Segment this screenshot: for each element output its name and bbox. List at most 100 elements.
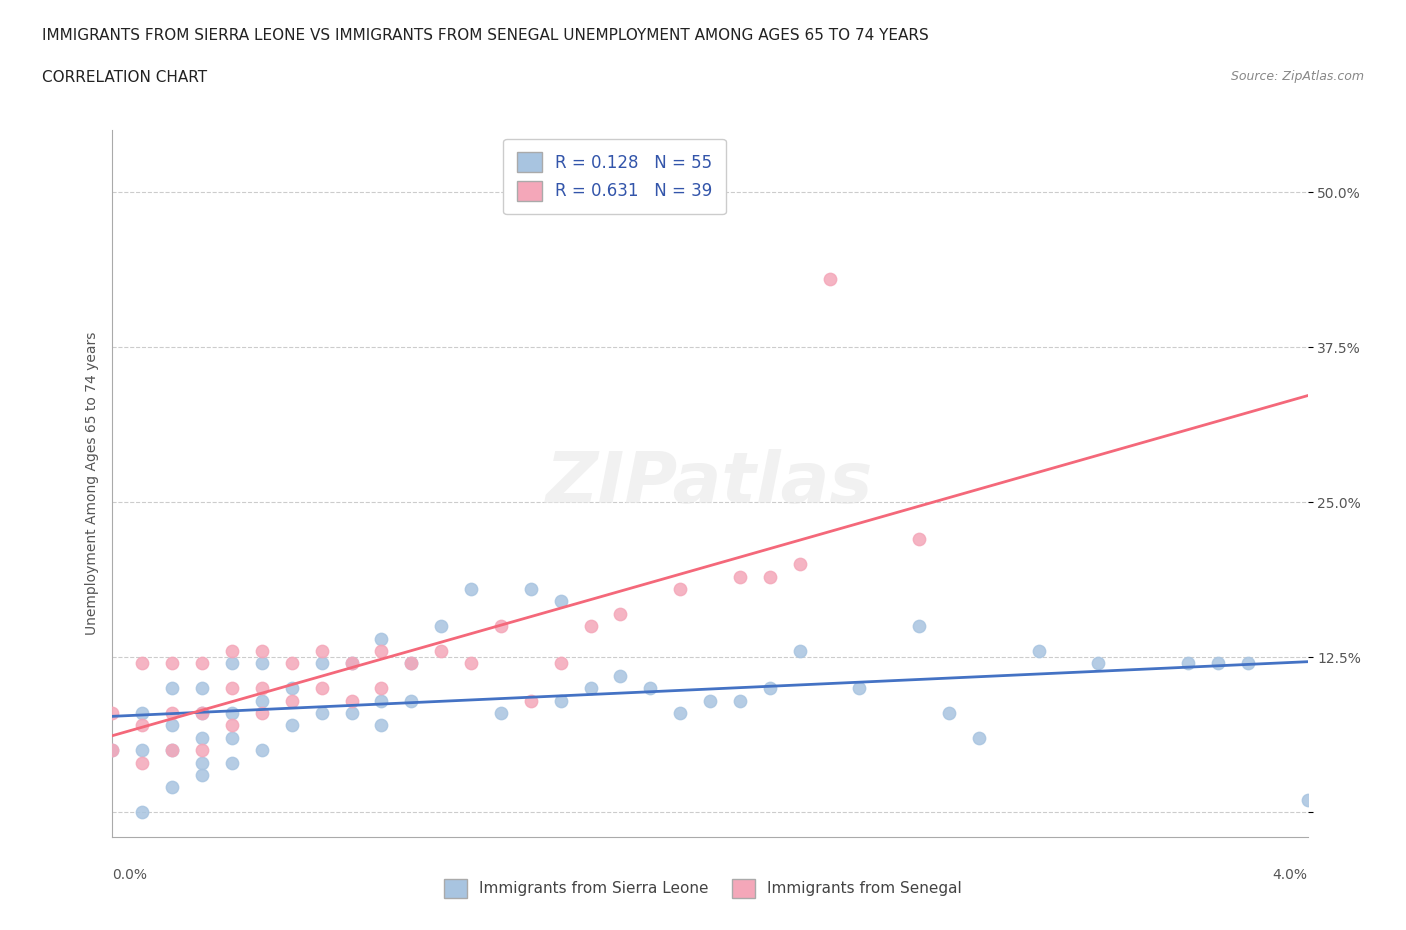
Legend: R = 0.128   N = 55, R = 0.631   N = 39: R = 0.128 N = 55, R = 0.631 N = 39 <box>503 139 725 214</box>
Point <box>370 644 392 658</box>
Point <box>430 644 453 658</box>
Point <box>1177 656 1199 671</box>
Point <box>131 804 153 819</box>
Point <box>550 693 572 708</box>
Point <box>131 656 153 671</box>
Point <box>250 656 273 671</box>
Point <box>191 730 214 745</box>
Point <box>281 718 304 733</box>
Point <box>311 706 333 721</box>
Point <box>131 706 153 721</box>
Point <box>550 594 572 609</box>
Point <box>340 706 363 721</box>
Point <box>370 631 392 646</box>
Point <box>191 767 214 782</box>
Point <box>221 656 243 671</box>
Point <box>579 681 602 696</box>
Text: ZIPatlas: ZIPatlas <box>547 449 873 518</box>
Point <box>967 730 990 745</box>
Point <box>162 718 183 733</box>
Point <box>609 606 631 621</box>
Point <box>221 644 243 658</box>
Point <box>162 656 183 671</box>
Point <box>250 681 273 696</box>
Point <box>131 718 153 733</box>
Point <box>370 718 392 733</box>
Point <box>908 532 931 547</box>
Point <box>281 656 304 671</box>
Point <box>370 693 392 708</box>
Point <box>191 681 214 696</box>
Point <box>1296 792 1319 807</box>
Point <box>430 618 453 633</box>
Point <box>579 618 602 633</box>
Text: 0.0%: 0.0% <box>112 868 148 882</box>
Point <box>101 706 124 721</box>
Point <box>938 706 960 721</box>
Point <box>340 656 363 671</box>
Point <box>908 618 931 633</box>
Point <box>162 706 183 721</box>
Point <box>520 581 543 596</box>
Point <box>340 656 363 671</box>
Point <box>609 669 631 684</box>
Point <box>191 743 214 758</box>
Point <box>1028 644 1050 658</box>
Point <box>669 581 692 596</box>
Text: CORRELATION CHART: CORRELATION CHART <box>42 70 207 85</box>
Point <box>162 743 183 758</box>
Point <box>758 569 780 584</box>
Point <box>162 681 183 696</box>
Point <box>221 755 243 770</box>
Point <box>460 581 482 596</box>
Point <box>340 693 363 708</box>
Legend: Immigrants from Sierra Leone, Immigrants from Senegal: Immigrants from Sierra Leone, Immigrants… <box>439 873 967 904</box>
Point <box>699 693 721 708</box>
Point <box>550 656 572 671</box>
Point <box>191 706 214 721</box>
Point <box>221 718 243 733</box>
Point <box>191 755 214 770</box>
Point <box>191 656 214 671</box>
Point <box>460 656 482 671</box>
Point <box>1237 656 1260 671</box>
Point <box>281 681 304 696</box>
Point <box>311 656 333 671</box>
Point <box>728 569 751 584</box>
Point <box>221 681 243 696</box>
Point <box>818 272 841 286</box>
Point <box>1206 656 1229 671</box>
Point <box>131 743 153 758</box>
Point <box>370 681 392 696</box>
Y-axis label: Unemployment Among Ages 65 to 74 years: Unemployment Among Ages 65 to 74 years <box>84 332 98 635</box>
Point <box>191 706 214 721</box>
Point <box>520 693 543 708</box>
Point <box>789 557 811 572</box>
Point <box>250 743 273 758</box>
Point <box>101 743 124 758</box>
Point <box>162 780 183 795</box>
Point <box>728 693 751 708</box>
Point <box>221 730 243 745</box>
Point <box>131 755 153 770</box>
Point <box>1087 656 1109 671</box>
Point <box>281 693 304 708</box>
Point <box>638 681 661 696</box>
Point <box>311 681 333 696</box>
Point <box>758 681 780 696</box>
Text: IMMIGRANTS FROM SIERRA LEONE VS IMMIGRANTS FROM SENEGAL UNEMPLOYMENT AMONG AGES : IMMIGRANTS FROM SIERRA LEONE VS IMMIGRAN… <box>42 28 929 43</box>
Text: Source: ZipAtlas.com: Source: ZipAtlas.com <box>1230 70 1364 83</box>
Point <box>311 644 333 658</box>
Point <box>162 743 183 758</box>
Point <box>401 656 423 671</box>
Point <box>221 706 243 721</box>
Point <box>401 693 423 708</box>
Point <box>250 644 273 658</box>
Point <box>789 644 811 658</box>
Point <box>489 618 512 633</box>
Point <box>669 706 692 721</box>
Point <box>250 693 273 708</box>
Point <box>250 706 273 721</box>
Point <box>848 681 870 696</box>
Point <box>401 656 423 671</box>
